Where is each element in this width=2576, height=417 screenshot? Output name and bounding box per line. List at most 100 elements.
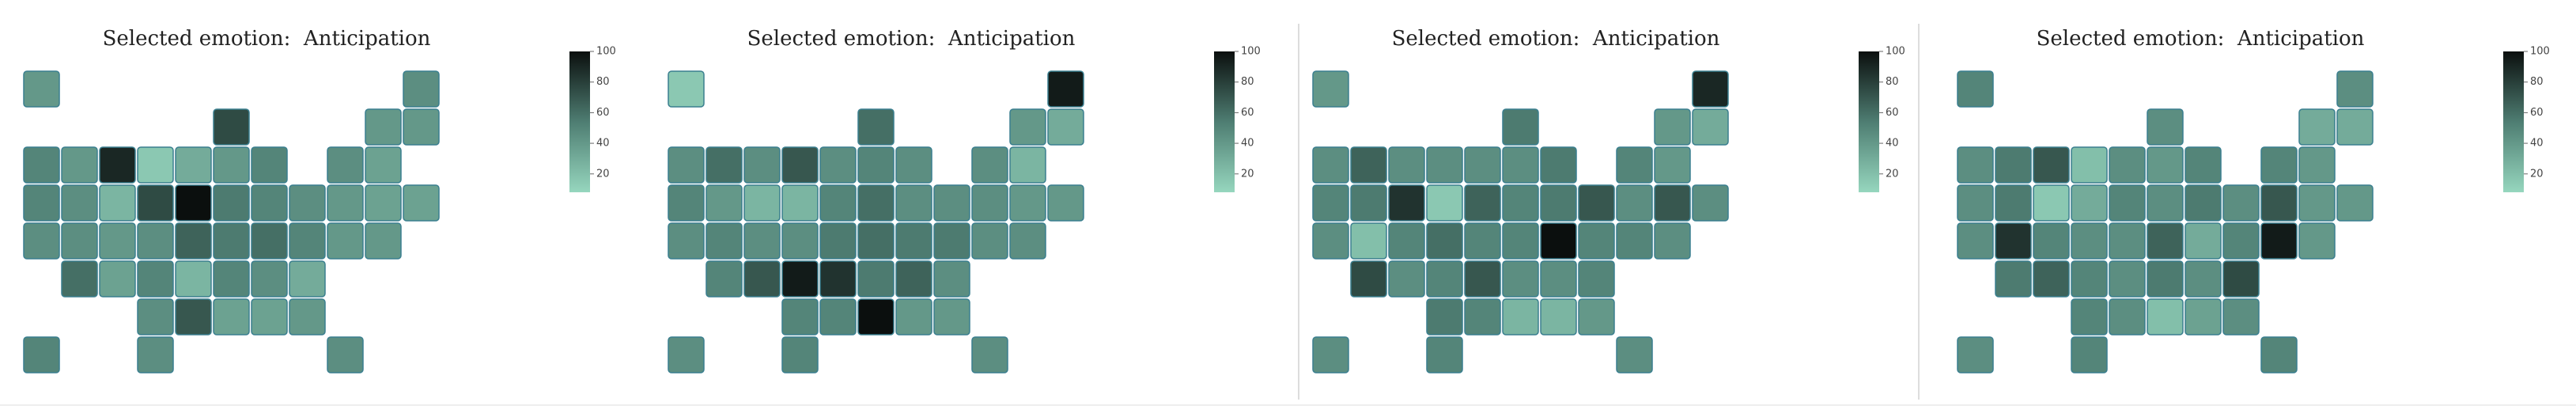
state-tile	[933, 222, 970, 260]
state-tile	[289, 222, 326, 260]
state-tile	[1502, 298, 1539, 335]
state-tile	[819, 260, 857, 298]
state-tile	[819, 222, 857, 260]
state-tile	[2033, 146, 2070, 184]
state-tile	[365, 146, 402, 184]
state-tile	[1502, 146, 1539, 184]
state-tile	[668, 70, 705, 108]
colorbar-tick-label: 100	[1886, 46, 1905, 58]
state-tile	[2298, 108, 2336, 146]
state-tile	[781, 146, 819, 184]
state-tile	[251, 298, 288, 335]
colorbar-tick-label: 40	[1886, 138, 1899, 150]
state-tile	[819, 184, 857, 222]
state-tile	[1047, 70, 1084, 108]
state-tile	[2336, 70, 2374, 108]
state-tile	[1426, 184, 1463, 222]
state-tile	[668, 184, 705, 222]
state-tile	[1312, 336, 1349, 373]
state-tile	[23, 222, 60, 260]
state-tile	[403, 70, 440, 108]
state-tile	[175, 260, 212, 298]
state-tile	[137, 184, 174, 222]
map-panel: Selected emotion: Anticipation 20 40 60 80 10…	[23, 27, 616, 373]
colorbar-tick-label: 80	[1886, 76, 1899, 88]
state-tile	[1464, 260, 1501, 298]
state-tile	[1009, 222, 1046, 260]
state-tile	[99, 146, 136, 184]
state-tile	[1312, 222, 1349, 260]
state-tile	[213, 298, 250, 335]
state-tile	[1957, 336, 1994, 373]
state-tile	[2298, 222, 2336, 260]
colorbar-tick-label: 20	[2530, 168, 2544, 180]
state-tile	[1388, 146, 1425, 184]
state-tile	[1350, 222, 1387, 260]
state-tile	[2147, 184, 2184, 222]
state-tile	[705, 146, 743, 184]
state-tile	[1502, 184, 1539, 222]
colorbar	[1214, 51, 1235, 192]
state-tile	[2298, 184, 2336, 222]
state-tile	[2222, 222, 2260, 260]
state-tile	[743, 146, 781, 184]
state-tile	[1692, 70, 1729, 108]
state-tile	[1426, 222, 1463, 260]
state-tile	[2336, 184, 2374, 222]
state-tile	[1312, 146, 1349, 184]
state-tile	[1350, 184, 1387, 222]
state-tile	[2109, 146, 2146, 184]
state-tile	[365, 184, 402, 222]
map-title: Selected emotion: Anticipation	[103, 27, 431, 51]
state-tile	[2260, 146, 2298, 184]
state-tile	[23, 336, 60, 373]
state-tile	[2298, 146, 2336, 184]
state-tile	[705, 260, 743, 298]
state-tile	[1312, 184, 1349, 222]
state-tile	[1540, 184, 1577, 222]
state-tile	[2222, 298, 2260, 335]
state-tile	[289, 260, 326, 298]
state-tile	[1692, 184, 1729, 222]
colorbar	[2503, 51, 2524, 192]
map-panel: Selected emotion: Anticipation 20 40 60 80 10…	[1312, 27, 1905, 373]
state-tile	[2147, 260, 2184, 298]
state-tile	[705, 222, 743, 260]
state-tile	[61, 184, 98, 222]
colorbar-tick-label: 60	[2530, 107, 2544, 119]
state-tile	[1578, 260, 1615, 298]
state-tile	[1616, 184, 1653, 222]
state-tile	[819, 146, 857, 184]
state-tile	[1995, 146, 2032, 184]
state-tile	[61, 146, 98, 184]
state-tile	[857, 298, 895, 335]
state-tile	[1957, 146, 1994, 184]
state-tile	[99, 184, 136, 222]
state-tile	[251, 146, 288, 184]
state-tile	[1426, 336, 1463, 373]
state-tile	[857, 222, 895, 260]
state-tile	[2071, 298, 2108, 335]
state-tile	[1426, 146, 1463, 184]
state-tile	[23, 146, 60, 184]
state-tile	[213, 146, 250, 184]
state-tile	[2147, 146, 2184, 184]
state-tile	[2336, 108, 2374, 146]
state-tile	[781, 298, 819, 335]
state-tile	[1009, 108, 1046, 146]
map-title: Selected emotion: Anticipation	[747, 27, 1076, 51]
state-tile	[365, 108, 402, 146]
state-tile	[213, 260, 250, 298]
state-tile	[137, 336, 174, 373]
state-tile	[1388, 184, 1425, 222]
state-tile	[2109, 222, 2146, 260]
state-tile	[1047, 108, 1084, 146]
state-tile	[933, 184, 970, 222]
state-tile	[1388, 260, 1425, 298]
state-tile	[1578, 184, 1615, 222]
state-tile	[2184, 298, 2222, 335]
colorbar-tick-label: 40	[596, 138, 610, 150]
state-tile	[289, 184, 326, 222]
state-tile	[1312, 70, 1349, 108]
colorbar	[1859, 51, 1879, 192]
